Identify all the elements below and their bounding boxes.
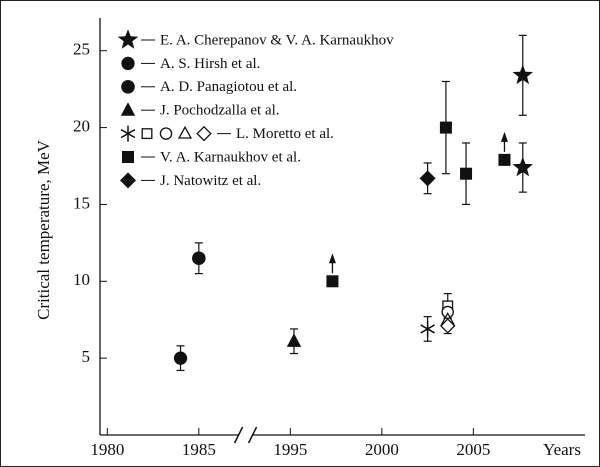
legend-label: L. Moretto et al. [236, 126, 334, 142]
marker-triangle [286, 333, 302, 347]
marker-diamond-open [196, 125, 212, 142]
y-tick-label: 15 [73, 193, 90, 212]
marker-diamond [120, 172, 136, 189]
x-tick-label: 2000 [365, 440, 399, 459]
y-tick-label: 10 [73, 270, 90, 289]
x-tick-label: 2005 [456, 440, 490, 459]
x-tick-label: 1980 [90, 440, 124, 459]
axis-break [233, 426, 244, 444]
marker-square [326, 275, 339, 288]
legend-label: E. A. Cherepanov & V. A. Karnaukhov [160, 32, 394, 48]
marker-diamond-open [440, 318, 456, 334]
y-tick-label: 25 [73, 40, 90, 59]
legend-label: V. A. Karnaukhov et al. [160, 149, 301, 165]
marker-star [512, 156, 533, 177]
marker-diamond [419, 170, 436, 187]
marker-square [498, 153, 511, 166]
y-tick-label: 20 [73, 116, 90, 135]
marker-square [439, 121, 452, 134]
legend-label: A. D. Panagiotou et al. [160, 79, 297, 95]
marker-circle-open [159, 127, 173, 140]
axis-break [247, 426, 258, 444]
marker-triangle-open [177, 125, 193, 139]
marker-circle [192, 251, 206, 266]
x-tick-label: 1985 [182, 440, 216, 459]
asterisk-stroke [120, 128, 136, 139]
asterisk-stroke [420, 324, 435, 334]
x-axis-label: Years [543, 440, 581, 459]
legend-label: A. S. Hirsh et al. [160, 56, 260, 72]
marker-half-circle [173, 351, 188, 365]
marker-square [460, 167, 473, 180]
x-tick-label: 1995 [273, 440, 307, 459]
legend-label: J. Natowitz et al. [160, 173, 261, 189]
marker-circle [121, 80, 135, 94]
legend-label: J. Pochodzalla et al. [160, 103, 280, 119]
marker-asterisk [420, 320, 435, 337]
marker-half-circle [121, 56, 135, 71]
marker-star [117, 29, 139, 49]
marker-square-open [141, 128, 153, 140]
y-axis-label: Critical temperature, MeV [34, 139, 53, 320]
lower-limit-arrowhead [328, 253, 336, 264]
marker-square [122, 151, 134, 163]
marker-star [512, 64, 533, 85]
marker-asterisk [120, 125, 136, 142]
lower-limit-arrowhead [500, 131, 508, 142]
marker-triangle [120, 102, 136, 116]
y-tick-label: 5 [82, 347, 91, 366]
